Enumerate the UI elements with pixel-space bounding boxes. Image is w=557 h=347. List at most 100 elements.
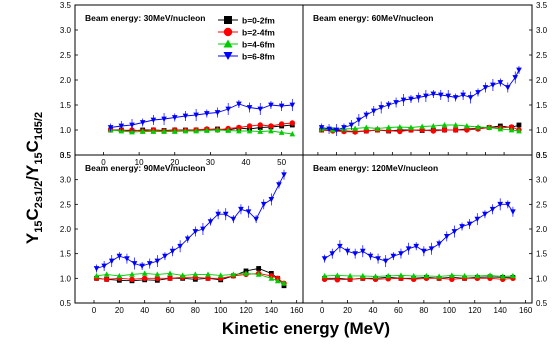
y-tick-label: 0.5 bbox=[536, 151, 548, 160]
series-line bbox=[324, 274, 513, 277]
y-label-state1: 2s1/2 bbox=[33, 181, 45, 209]
data-point bbox=[276, 182, 282, 188]
data-point bbox=[375, 256, 381, 262]
data-point bbox=[150, 117, 157, 123]
data-point bbox=[154, 258, 161, 265]
data-point bbox=[516, 122, 522, 128]
data-point bbox=[268, 128, 274, 134]
legend-marker-square bbox=[224, 16, 232, 24]
data-point bbox=[162, 253, 168, 260]
data-point bbox=[337, 243, 343, 250]
legend-marker-triangle-up bbox=[223, 39, 233, 48]
data-point bbox=[443, 234, 450, 240]
y-tick-label: 0.5 bbox=[536, 299, 548, 308]
data-point bbox=[124, 256, 130, 262]
data-point bbox=[508, 127, 515, 133]
data-point bbox=[512, 75, 519, 81]
legend-marker-circle bbox=[223, 27, 233, 37]
panel-title: Beam energy: 60MeV/nucleon bbox=[313, 13, 433, 23]
data-point bbox=[352, 251, 358, 257]
data-point bbox=[475, 90, 481, 96]
data-point bbox=[161, 116, 167, 122]
legend-label-0: b=0-2fm bbox=[242, 16, 275, 26]
data-point bbox=[372, 273, 379, 279]
data-point bbox=[141, 275, 148, 282]
data-point bbox=[385, 102, 392, 108]
y-tick-label: 2.0 bbox=[536, 76, 548, 85]
panel-2: Beam energy: 90MeV/nucleon 0.5 1.0 1.5 2.0 2.… bbox=[60, 151, 304, 315]
legend-entry-3: b=6-8fm bbox=[218, 52, 275, 62]
data-point bbox=[474, 272, 481, 279]
data-point bbox=[436, 273, 442, 279]
data-point bbox=[408, 124, 414, 130]
data-point bbox=[257, 128, 264, 134]
data-point bbox=[246, 123, 253, 129]
data-point bbox=[363, 124, 370, 130]
data-point bbox=[274, 277, 281, 284]
data-point bbox=[423, 272, 430, 279]
data-point bbox=[146, 261, 153, 267]
data-point bbox=[421, 248, 427, 255]
y-tick-label: 3.0 bbox=[60, 26, 72, 35]
data-point bbox=[116, 253, 123, 260]
data-point bbox=[516, 67, 522, 73]
data-point bbox=[449, 276, 455, 283]
data-point bbox=[400, 97, 407, 103]
x-tick-label: 20 bbox=[170, 158, 179, 167]
legend-label-2: b=4-6fm bbox=[242, 40, 275, 50]
data-point bbox=[260, 201, 267, 208]
data-point bbox=[289, 131, 296, 137]
data-point bbox=[214, 127, 221, 133]
data-point bbox=[408, 96, 414, 102]
data-point bbox=[281, 280, 287, 286]
data-point bbox=[171, 115, 178, 121]
data-point bbox=[116, 272, 123, 279]
data-point bbox=[329, 251, 336, 257]
data-point bbox=[230, 271, 237, 277]
data-point bbox=[510, 209, 516, 215]
data-point bbox=[268, 197, 275, 203]
y-tick-label: 3.5 bbox=[60, 1, 72, 10]
data-point bbox=[487, 272, 493, 278]
data-point bbox=[139, 128, 146, 134]
x-tick-label: 50 bbox=[277, 158, 286, 167]
y-label-mass2: 15 bbox=[33, 152, 45, 164]
data-point bbox=[108, 258, 115, 265]
series-b=4-6fm bbox=[321, 272, 516, 279]
data-point bbox=[200, 226, 206, 232]
y-tick-label: 1.0 bbox=[60, 274, 72, 283]
data-point bbox=[341, 125, 347, 131]
x-tick-label: 40 bbox=[242, 158, 251, 167]
data-point bbox=[497, 126, 504, 132]
data-point bbox=[268, 275, 275, 281]
data-point bbox=[169, 248, 176, 255]
data-point bbox=[204, 127, 210, 133]
data-point bbox=[334, 272, 341, 278]
data-point bbox=[505, 201, 511, 208]
data-point bbox=[413, 243, 420, 250]
data-point bbox=[451, 229, 458, 235]
data-point bbox=[246, 128, 253, 134]
data-point bbox=[257, 106, 264, 112]
panel-frame bbox=[302, 4, 533, 156]
data-point bbox=[268, 123, 274, 129]
data-point bbox=[482, 85, 489, 91]
data-point bbox=[344, 248, 351, 255]
data-point bbox=[499, 273, 506, 279]
data-point bbox=[318, 125, 325, 131]
x-tick-label: 120 bbox=[468, 306, 482, 315]
data-point bbox=[460, 92, 466, 98]
data-point bbox=[214, 110, 221, 116]
y-tick-label: 3.0 bbox=[536, 26, 548, 35]
data-point bbox=[452, 127, 459, 133]
x-tick-label: 100 bbox=[214, 306, 228, 315]
data-point bbox=[131, 261, 138, 267]
y-tick-label: 1.5 bbox=[60, 101, 72, 110]
y-tick-label: 2.5 bbox=[536, 51, 548, 60]
x-tick-label: 120 bbox=[239, 306, 253, 315]
data-point bbox=[245, 209, 252, 215]
data-point bbox=[363, 112, 370, 118]
data-point bbox=[326, 126, 332, 132]
data-point bbox=[93, 272, 100, 279]
